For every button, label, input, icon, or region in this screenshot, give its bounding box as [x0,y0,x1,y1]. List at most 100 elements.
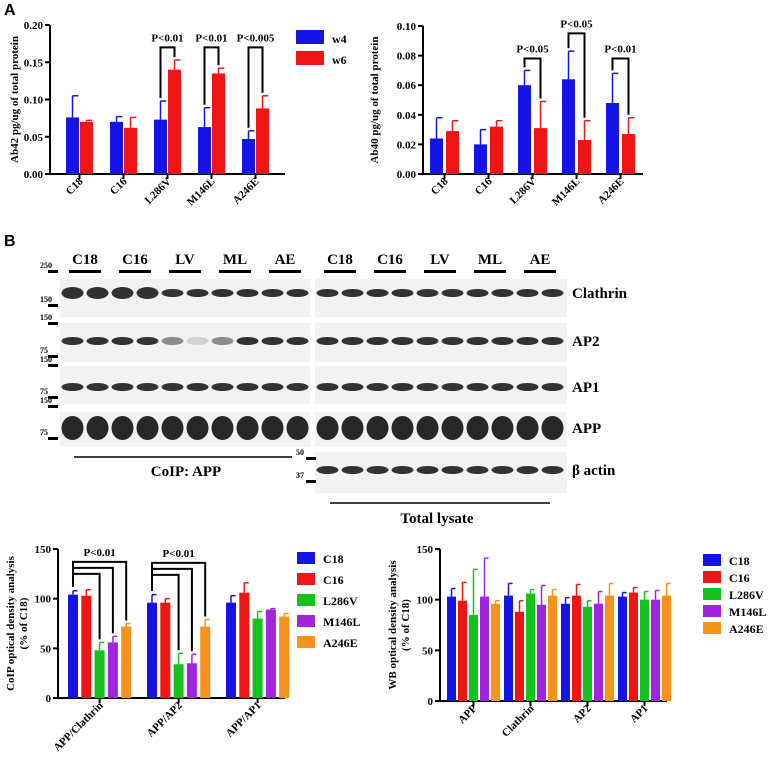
y-tick-label: 0 [428,696,434,708]
legend-label: C18 [323,552,344,566]
blot-row-label: AP1 [572,380,600,396]
legend-label: M146L [729,605,766,619]
protein-band [416,466,439,474]
protein-band [86,287,109,299]
legend-swatch-A246E [297,636,315,648]
x-tick-label: L286V [143,176,174,207]
protein-band [161,416,184,440]
bar-C18 [618,596,627,701]
legend-label: L286V [729,588,764,602]
protein-band [286,289,309,297]
protein-band [261,289,284,297]
y-tick-label: 0.02 [397,139,417,151]
lane-underline [219,270,251,273]
mw-marker-label: 75 [40,428,48,437]
protein-band [391,289,414,297]
lane-underline [269,270,301,273]
bar-M146L [265,609,276,698]
bar-w6 [578,139,591,174]
legend-swatch-L286V [703,588,721,600]
protein-band [161,383,184,391]
lysate-label: Total lysate [400,511,474,527]
legend-swatch-C18 [703,554,721,566]
protein-band [61,383,84,391]
bar-C16 [81,595,92,698]
protein-band [341,416,364,440]
protein-band [111,337,134,345]
protein-band [211,383,234,391]
p-value-label: P<0.05 [516,44,549,56]
bar-L286V [583,606,592,701]
y-tick-label: 100 [417,595,434,607]
mw-marker-tick [48,405,58,408]
mw-marker-label: 250 [40,261,52,270]
protein-band [491,289,514,297]
protein-band [111,416,134,440]
protein-band [441,383,464,391]
legend-swatch-C16 [703,571,721,583]
protein-band [391,337,414,345]
protein-band [491,383,514,391]
significance-bracket [151,567,193,652]
bar-M146L [186,663,197,698]
mw-marker-tick [48,355,58,358]
protein-band [541,337,564,345]
significance-bracket [611,57,630,115]
protein-band [236,337,259,345]
legend-label: w4 [332,32,347,46]
significance-bracket [72,560,128,621]
y-axis-label-2: (% of C18) [18,597,30,649]
protein-band [366,466,389,474]
protein-band [316,416,339,440]
x-tick-label: M146L [550,176,583,209]
ab40-chart: 0.00 0.02 0.04 0.06 0.08 0.10 Ab40 pg/ug of to… [369,18,643,209]
significance-bracket [567,32,586,118]
p-value-label: P<0.01 [162,548,194,560]
lane-label: ML [223,252,247,268]
mw-marker-tick [48,364,58,367]
bar-M146L [537,604,546,701]
bar-A246E [121,626,132,698]
p-value-label: P<0.005 [237,32,275,44]
protein-band [316,383,339,391]
mw-marker-tick [306,457,316,460]
bar-C18 [504,595,513,701]
protein-band [441,289,464,297]
protein-band [516,466,539,474]
x-tick-label: C16 [473,175,495,197]
protein-band [416,337,439,345]
y-tick-label: 0.06 [397,80,417,92]
protein-band [466,416,489,440]
protein-band [391,383,414,391]
significance-bracket [151,561,207,617]
protein-band [236,416,259,440]
protein-band [186,416,209,440]
mw-marker-tick [48,396,58,399]
y-axis-label: WB optical density analysis [387,560,399,690]
y-tick-label: 0.00 [24,169,44,181]
y-tick-label: 0.10 [24,95,44,107]
bar-C18 [561,603,570,701]
bar-w6 [212,73,225,174]
protein-band [286,337,309,345]
protein-band [316,289,339,297]
protein-band [186,289,209,297]
mw-marker-label: 150 [40,313,52,322]
protein-band [136,337,159,345]
protein-band [441,416,464,440]
bar-M146L [480,596,489,701]
protein-band [541,416,564,440]
protein-band [186,383,209,391]
legend-swatch-M146L [703,605,721,617]
bar-w6 [80,121,93,174]
bar-w4 [242,138,255,174]
bar-C16 [629,592,638,701]
bar-A246E [548,595,557,701]
bar-L286V [640,599,649,701]
protein-band [491,466,514,474]
protein-band [316,337,339,345]
y-axis-label: Ab40 pg/ug of total protein [369,37,381,164]
protein-band [161,337,184,345]
lane-underline [374,270,406,273]
mw-marker-tick [48,270,58,273]
